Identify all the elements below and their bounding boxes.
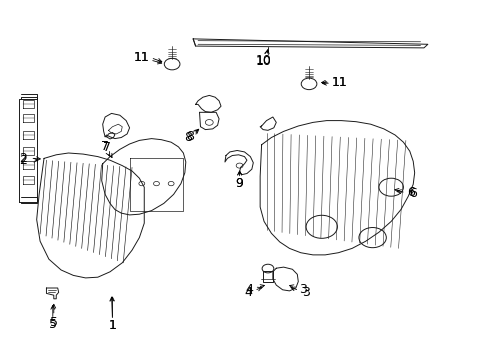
- Text: 10: 10: [256, 54, 271, 67]
- Text: 11: 11: [331, 76, 347, 89]
- Text: 4: 4: [245, 283, 253, 296]
- Text: 11: 11: [331, 76, 347, 89]
- Text: 8: 8: [185, 130, 193, 143]
- Text: 5: 5: [50, 316, 58, 329]
- Text: 7: 7: [102, 141, 110, 154]
- Text: 1: 1: [108, 319, 116, 332]
- Text: 6: 6: [406, 186, 414, 199]
- Text: 5: 5: [49, 318, 57, 331]
- Text: 4: 4: [244, 286, 252, 299]
- Text: 9: 9: [235, 177, 243, 190]
- Text: 6: 6: [408, 187, 416, 200]
- Text: 10: 10: [256, 55, 271, 68]
- Text: 2: 2: [20, 152, 27, 165]
- Text: 1: 1: [108, 319, 116, 332]
- Text: 11: 11: [134, 51, 149, 64]
- Text: 3: 3: [299, 283, 306, 296]
- Text: 9: 9: [235, 177, 243, 190]
- Text: 11: 11: [134, 51, 149, 64]
- Text: 8: 8: [184, 131, 192, 144]
- Text: 7: 7: [101, 140, 109, 153]
- Text: 3: 3: [301, 286, 309, 299]
- Text: 2: 2: [20, 154, 27, 167]
